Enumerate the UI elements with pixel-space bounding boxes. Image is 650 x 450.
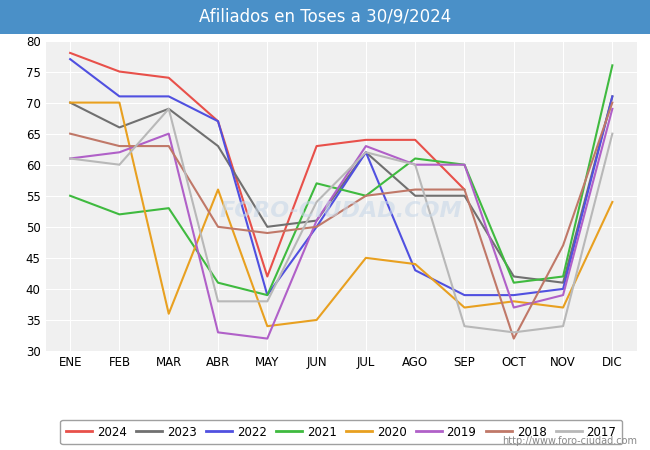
Text: Afiliados en Toses a 30/9/2024: Afiliados en Toses a 30/9/2024 bbox=[199, 8, 451, 26]
Text: FORO-CIUDAD.COM: FORO-CIUDAD.COM bbox=[220, 201, 463, 221]
Legend: 2024, 2023, 2022, 2021, 2020, 2019, 2018, 2017: 2024, 2023, 2022, 2021, 2020, 2019, 2018… bbox=[60, 420, 622, 445]
Text: http://www.foro-ciudad.com: http://www.foro-ciudad.com bbox=[502, 436, 637, 446]
